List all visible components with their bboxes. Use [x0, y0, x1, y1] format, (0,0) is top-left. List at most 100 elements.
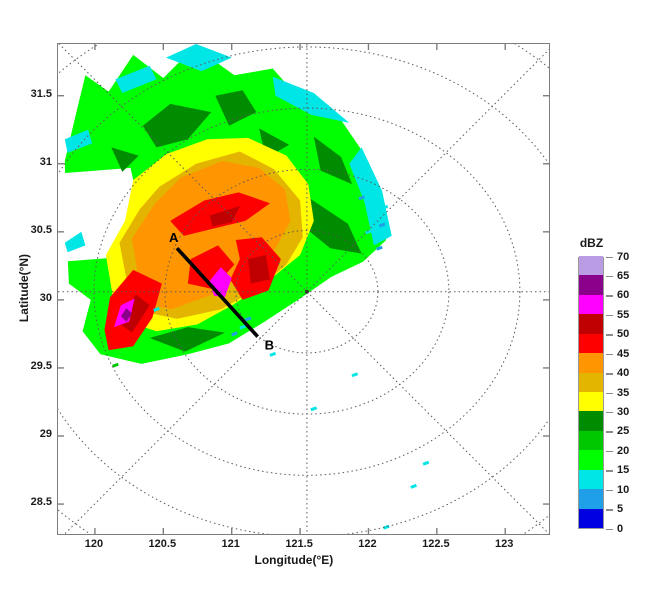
colorbar-tick-label: 20: [617, 444, 630, 457]
echo-region-12dbz: [349, 147, 392, 246]
echo-speck: [381, 204, 389, 210]
echo-region-27dbz: [215, 90, 257, 126]
colorbar-tick: [606, 334, 613, 336]
echo-region-12dbz: [64, 129, 93, 153]
echo-speck: [239, 324, 246, 330]
colorbar-tick: [606, 275, 613, 278]
echo-region-62dbz: [120, 308, 132, 322]
y-tick-label: 29: [39, 428, 52, 440]
echo-region-12dbz: [166, 44, 232, 72]
radar-ppi-canvas: AB: [58, 44, 549, 534]
echo-region-12dbz: [64, 231, 86, 253]
y-axis-label: Latitude(°N): [17, 253, 31, 323]
colorbar-tick: [606, 431, 613, 433]
echo-region-52dbz: [248, 255, 270, 284]
echo-speck: [310, 406, 318, 412]
echo-region-12dbz: [115, 65, 157, 93]
colorbar-segment-15dbz: [579, 449, 603, 470]
range-ring-200km: [58, 46, 549, 534]
range-ring-100km: [164, 168, 450, 415]
colorbar-tick-label: 25: [617, 425, 630, 438]
colorbar-tick: [606, 470, 613, 472]
colorbar-title: dBZ: [579, 236, 604, 250]
echo-speck: [231, 331, 238, 337]
x-axis-label: Longitude(°E): [254, 553, 334, 567]
y-tick-label: 31: [39, 155, 52, 168]
x-tick-label: 121: [221, 538, 240, 550]
x-tick-label: 121.5: [285, 538, 313, 550]
colorbar-segment-60dbz: [579, 274, 603, 295]
colorbar-tick: [606, 295, 613, 297]
colorbar-tick: [606, 489, 613, 492]
colorbar-segment-30dbz: [579, 391, 603, 412]
range-ring-150km: [93, 107, 521, 476]
colorbar-segment-5dbz: [579, 488, 603, 509]
colorbar-segment-45dbz: [579, 333, 603, 354]
echo-region-27dbz: [300, 193, 362, 254]
echo-region-12dbz: [272, 76, 350, 123]
x-tick-label: 123: [495, 538, 514, 550]
echo-region-27dbz: [111, 147, 139, 172]
echo-speck: [153, 306, 160, 312]
colorbar-tick: [606, 353, 613, 356]
x-tick-label: 120.5: [148, 538, 177, 550]
colorbar-tick-label: 40: [617, 367, 630, 380]
colorbar-segment-0dbz: [579, 508, 603, 528]
colorbar-segment-20dbz: [579, 430, 603, 451]
colorbar-tick-label: 35: [617, 386, 630, 399]
colorbar-tick-label: 60: [617, 289, 630, 302]
colorbar-tick: [606, 256, 613, 258]
colorbar-tick-label: 45: [617, 347, 630, 360]
echo-speck: [112, 362, 119, 368]
echo-region-27dbz: [142, 103, 212, 148]
colorbar-tick-label: 70: [617, 250, 630, 263]
echo-speck: [410, 483, 417, 489]
y-tick-label: 30: [39, 291, 52, 304]
x-tick-label: 120: [84, 538, 104, 550]
cross-section-line: [175, 246, 260, 338]
x-tick-label: 122: [358, 538, 377, 550]
colorbar-segment-10dbz: [579, 469, 603, 490]
colorbar-tick: [606, 450, 613, 453]
colorbar-tick-label: 10: [617, 483, 630, 496]
colorbar-tick-label: 0: [617, 522, 624, 535]
colorbar-tick: [606, 392, 613, 394]
range-ring-50km: [235, 230, 379, 354]
echo-speck: [269, 351, 277, 357]
echo-speck: [365, 229, 372, 235]
colorbar-tick: [606, 509, 613, 511]
echo-speck: [358, 195, 365, 201]
y-tick-label: 31.5: [30, 87, 52, 100]
x-tick-label: 122.5: [422, 538, 450, 550]
colorbar-tick: [606, 373, 613, 375]
colorbar-segment-50dbz: [579, 313, 603, 334]
colorbar-segment-55dbz: [579, 294, 603, 315]
colorbar-tick: [606, 411, 613, 414]
colorbar-segment-25dbz: [579, 410, 603, 431]
colorbar-tick-label: 65: [617, 269, 630, 282]
colorbar-tick-label: 50: [617, 328, 630, 341]
colorbar: [578, 255, 604, 529]
y-tick-label: 30.5: [30, 223, 52, 236]
y-tick-label: 28.5: [30, 496, 52, 509]
cross-section-label-a: A: [169, 230, 179, 245]
colorbar-segment-35dbz: [579, 372, 603, 392]
colorbar-tick-label: 5: [617, 503, 624, 516]
echo-speck: [376, 245, 383, 251]
echo-region-47dbz: [187, 245, 235, 289]
y-tick-label: 29.5: [30, 359, 52, 372]
colorbar-tick-label: 15: [617, 464, 630, 477]
echo-region-27dbz: [149, 327, 225, 352]
colorbar-tick-label: 55: [617, 308, 630, 321]
echo-speck: [351, 372, 359, 378]
colorbar-tick-label: 30: [617, 405, 630, 418]
colorbar-tick: [606, 314, 613, 317]
echo-speck: [244, 316, 252, 322]
echo-region-27dbz: [313, 136, 353, 185]
colorbar-segment-40dbz: [579, 352, 603, 373]
colorbar-segment-65dbz: [579, 255, 603, 276]
cross-section-label-b: B: [265, 338, 274, 353]
colorbar-tick: [606, 528, 613, 530]
